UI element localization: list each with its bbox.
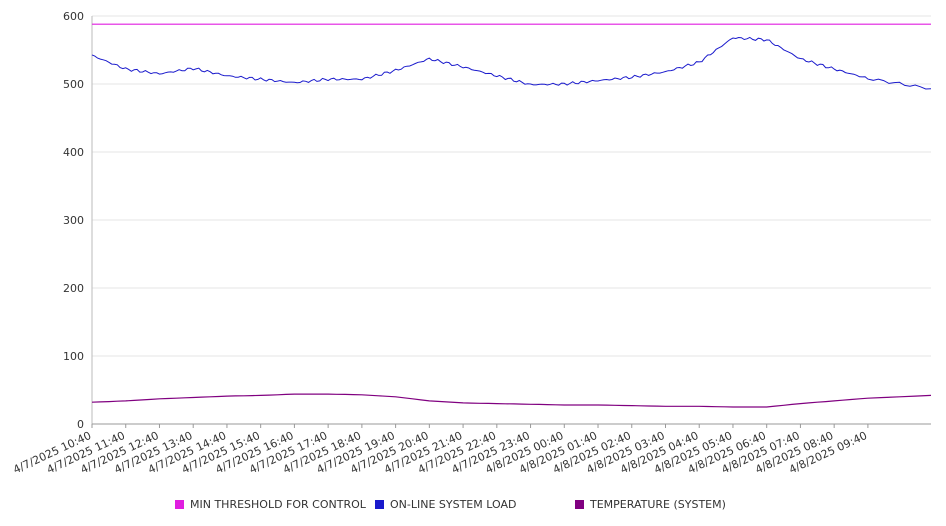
y-tick-label: 600	[63, 10, 84, 23]
legend-item-temperature[interactable]: TEMPERATURE (SYSTEM)	[575, 498, 726, 511]
y-tick-label: 500	[63, 78, 84, 91]
y-tick-label: 200	[63, 282, 84, 295]
legend-label-min-threshold: MIN THRESHOLD FOR CONTROL	[190, 498, 366, 511]
y-tick-label: 400	[63, 146, 84, 159]
x-tick-labels: 4/7/2025 10:404/7/2025 11:404/7/2025 12:…	[11, 429, 869, 477]
legend-label-system-load: ON-LINE SYSTEM LOAD	[390, 498, 517, 511]
legend-item-system-load[interactable]: ON-LINE SYSTEM LOAD	[375, 498, 516, 511]
legend-swatch-temperature	[575, 500, 584, 509]
axes	[91, 16, 931, 428]
legend-swatch-system-load	[375, 500, 384, 509]
grid-lines	[92, 15, 931, 357]
y-tick-labels: 0 100 200 300 400 500 600	[63, 10, 84, 431]
legend-swatch-min-threshold	[175, 500, 184, 509]
y-tick-label: 0	[77, 418, 84, 431]
series-line-1	[91, 36, 932, 90]
legend-label-temperature: TEMPERATURE (SYSTEM)	[590, 498, 726, 511]
series-line-2	[91, 393, 932, 408]
y-tick-label: 100	[63, 350, 84, 363]
legend: MIN THRESHOLD FOR CONTROL ON-LINE SYSTEM…	[0, 498, 946, 514]
legend-item-min-threshold[interactable]: MIN THRESHOLD FOR CONTROL	[175, 498, 366, 511]
y-tick-label: 300	[63, 214, 84, 227]
series-lines	[91, 23, 932, 408]
line-chart: 0 100 200 300 400 500 600 4/7/2025 10:404/7/20…	[11, 10, 932, 477]
